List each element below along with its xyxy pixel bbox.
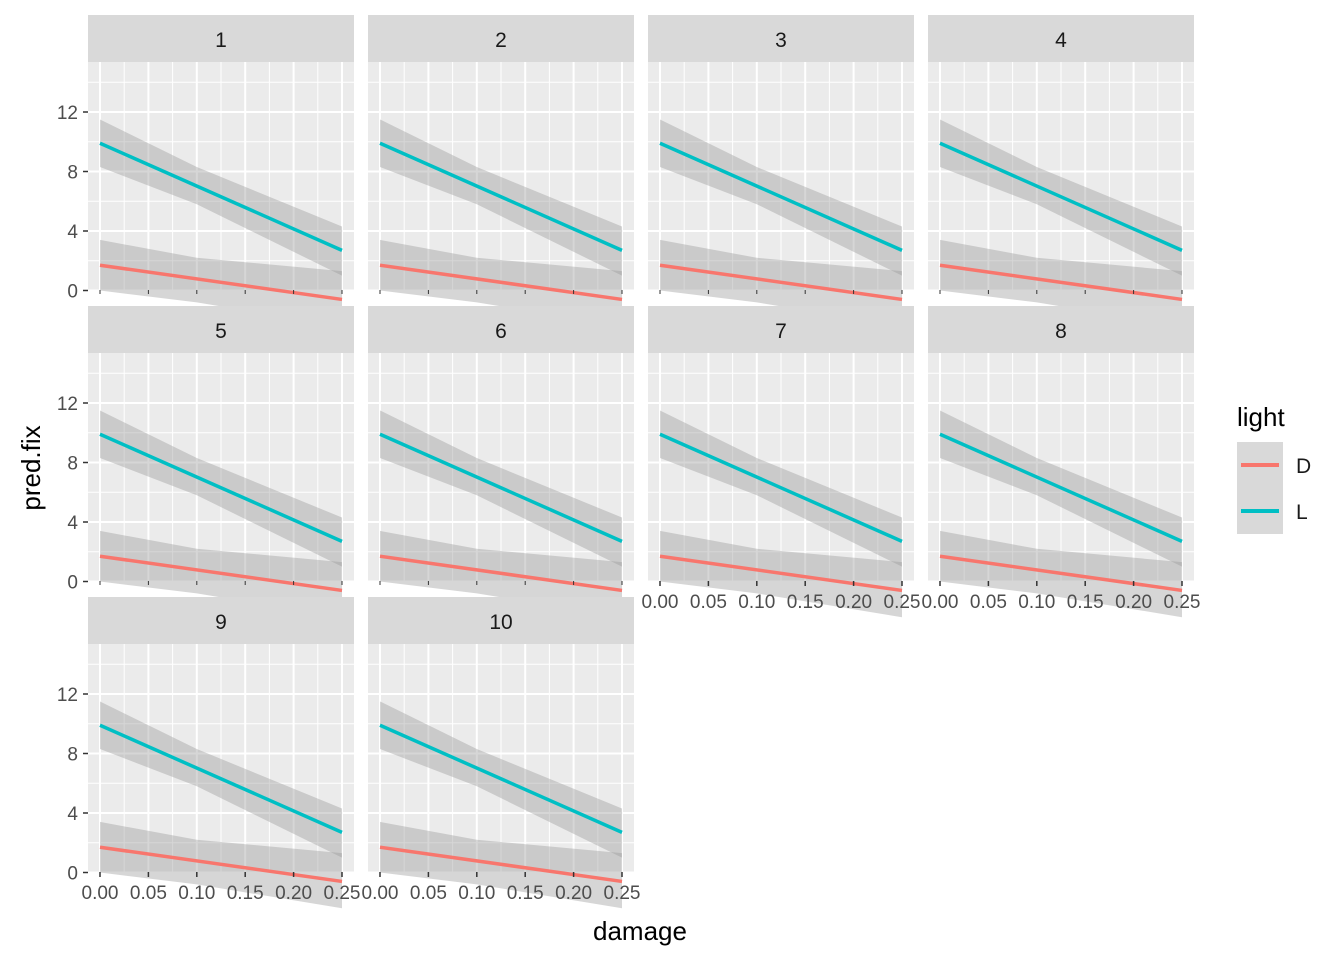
facet-panel: 2 <box>368 15 634 327</box>
facet-strip <box>88 597 354 644</box>
series-line-D <box>379 263 623 302</box>
series-line-L <box>379 141 623 252</box>
facet-strip-label: 8 <box>1055 320 1067 343</box>
facet-strip <box>368 597 634 644</box>
x-tick-label: 0.25 <box>604 883 641 904</box>
legend-label: L <box>1296 501 1308 524</box>
facet-strip <box>88 15 354 62</box>
facet-panel: 10 0.00 0.05 0.10 0.15 0.20 0.25 <box>362 597 641 909</box>
x-tick-label: 0.20 <box>1115 592 1152 613</box>
facet-panel: 5 0 4 8 12 <box>57 306 354 618</box>
facet-strip-label: 7 <box>775 320 787 343</box>
facet-panel: 7 0.00 0.05 0.10 0.15 0.20 0.25 <box>642 306 921 618</box>
y-tick-label: 0 <box>67 282 78 303</box>
facet-strip-label: 6 <box>495 320 507 343</box>
series-line-D <box>99 263 343 302</box>
series-line-L <box>379 723 623 834</box>
x-tick-label: 0.00 <box>642 592 679 613</box>
x-tick-label: 0.15 <box>507 883 544 904</box>
facet-strip-label: 3 <box>775 29 787 52</box>
x-tick-label: 0.05 <box>410 883 447 904</box>
facet-strip-label: 1 <box>215 29 227 52</box>
x-tick-label: 0.25 <box>884 592 921 613</box>
series-line-D <box>379 554 623 593</box>
x-tick-label: 0.15 <box>227 883 264 904</box>
x-tick-label: 0.20 <box>555 883 592 904</box>
facet-panel: 9 0 4 8 12 0.00 0.05 0.10 0.15 0.20 0.25 <box>57 597 361 909</box>
x-tick-label: 0.25 <box>324 883 361 904</box>
series-line-L <box>99 432 343 543</box>
facet-strip <box>928 15 1194 62</box>
facet-panel: 6 <box>368 306 634 618</box>
x-tick-label: 0.15 <box>1067 592 1104 613</box>
facet-strip-label: 10 <box>489 611 512 634</box>
x-tick-label: 0.10 <box>458 883 495 904</box>
x-axis-title: damage <box>593 916 687 946</box>
legend-key-D: D <box>1237 442 1311 488</box>
series-line-L <box>99 723 343 834</box>
facet-panel: 4 <box>928 15 1194 327</box>
x-tick-label: 0.05 <box>970 592 1007 613</box>
y-tick-label: 12 <box>57 103 78 124</box>
legend-key-L: L <box>1237 488 1308 534</box>
y-tick-label: 12 <box>57 394 78 415</box>
series-line-D <box>659 554 903 593</box>
series-line-L <box>659 141 903 252</box>
facet-panel: 3 <box>648 15 914 327</box>
series-line-L <box>99 141 343 252</box>
series-line-L <box>379 432 623 543</box>
legend: light DL <box>1237 402 1311 534</box>
y-tick-label: 8 <box>67 454 78 475</box>
series-line-L <box>939 432 1183 543</box>
y-tick-label: 12 <box>57 685 78 706</box>
y-tick-label: 4 <box>67 222 78 243</box>
facet-strip <box>648 15 914 62</box>
y-tick-label: 8 <box>67 163 78 184</box>
facet-strip <box>928 306 1194 353</box>
series-line-D <box>939 263 1183 302</box>
x-tick-label: 0.05 <box>130 883 167 904</box>
x-tick-label: 0.25 <box>1164 592 1201 613</box>
x-tick-label: 0.15 <box>787 592 824 613</box>
y-axis-title: pred.fix <box>16 425 46 510</box>
series-line-L <box>659 432 903 543</box>
series-line-D <box>659 263 903 302</box>
x-tick-label: 0.00 <box>922 592 959 613</box>
x-tick-label: 0.05 <box>690 592 727 613</box>
series-line-D <box>99 554 343 593</box>
x-tick-label: 0.10 <box>1018 592 1055 613</box>
y-tick-label: 4 <box>67 513 78 534</box>
series-line-D <box>379 845 623 884</box>
y-tick-label: 0 <box>67 864 78 885</box>
series-line-L <box>939 141 1183 252</box>
facet-strip <box>648 306 914 353</box>
y-tick-label: 8 <box>67 745 78 766</box>
x-tick-label: 0.10 <box>738 592 775 613</box>
series-line-D <box>939 554 1183 593</box>
y-tick-label: 4 <box>67 804 78 825</box>
facet-strip <box>88 306 354 353</box>
facet-strip-label: 5 <box>215 320 227 343</box>
legend-items: DL <box>1237 442 1311 534</box>
legend-title: light <box>1237 402 1285 432</box>
facet-panel: 1 0 4 8 12 <box>57 15 354 327</box>
x-tick-label: 0.20 <box>835 592 872 613</box>
x-tick-label: 0.00 <box>82 883 119 904</box>
x-tick-label: 0.10 <box>178 883 215 904</box>
y-tick-label: 0 <box>67 573 78 594</box>
series-line-D <box>99 845 343 884</box>
legend-label: D <box>1296 455 1311 478</box>
facet-strip-label: 2 <box>495 29 507 52</box>
facet-strip <box>368 306 634 353</box>
x-tick-label: 0.20 <box>275 883 312 904</box>
facet-strip-label: 4 <box>1055 29 1067 52</box>
facet-panel: 8 0.00 0.05 0.10 0.15 0.20 0.25 <box>922 306 1201 618</box>
facet-strip <box>368 15 634 62</box>
facet-strip-label: 9 <box>215 611 227 634</box>
x-tick-label: 0.00 <box>362 883 399 904</box>
